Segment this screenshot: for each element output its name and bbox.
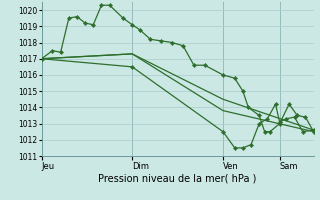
X-axis label: Pression niveau de la mer( hPa ): Pression niveau de la mer( hPa )	[99, 173, 257, 183]
